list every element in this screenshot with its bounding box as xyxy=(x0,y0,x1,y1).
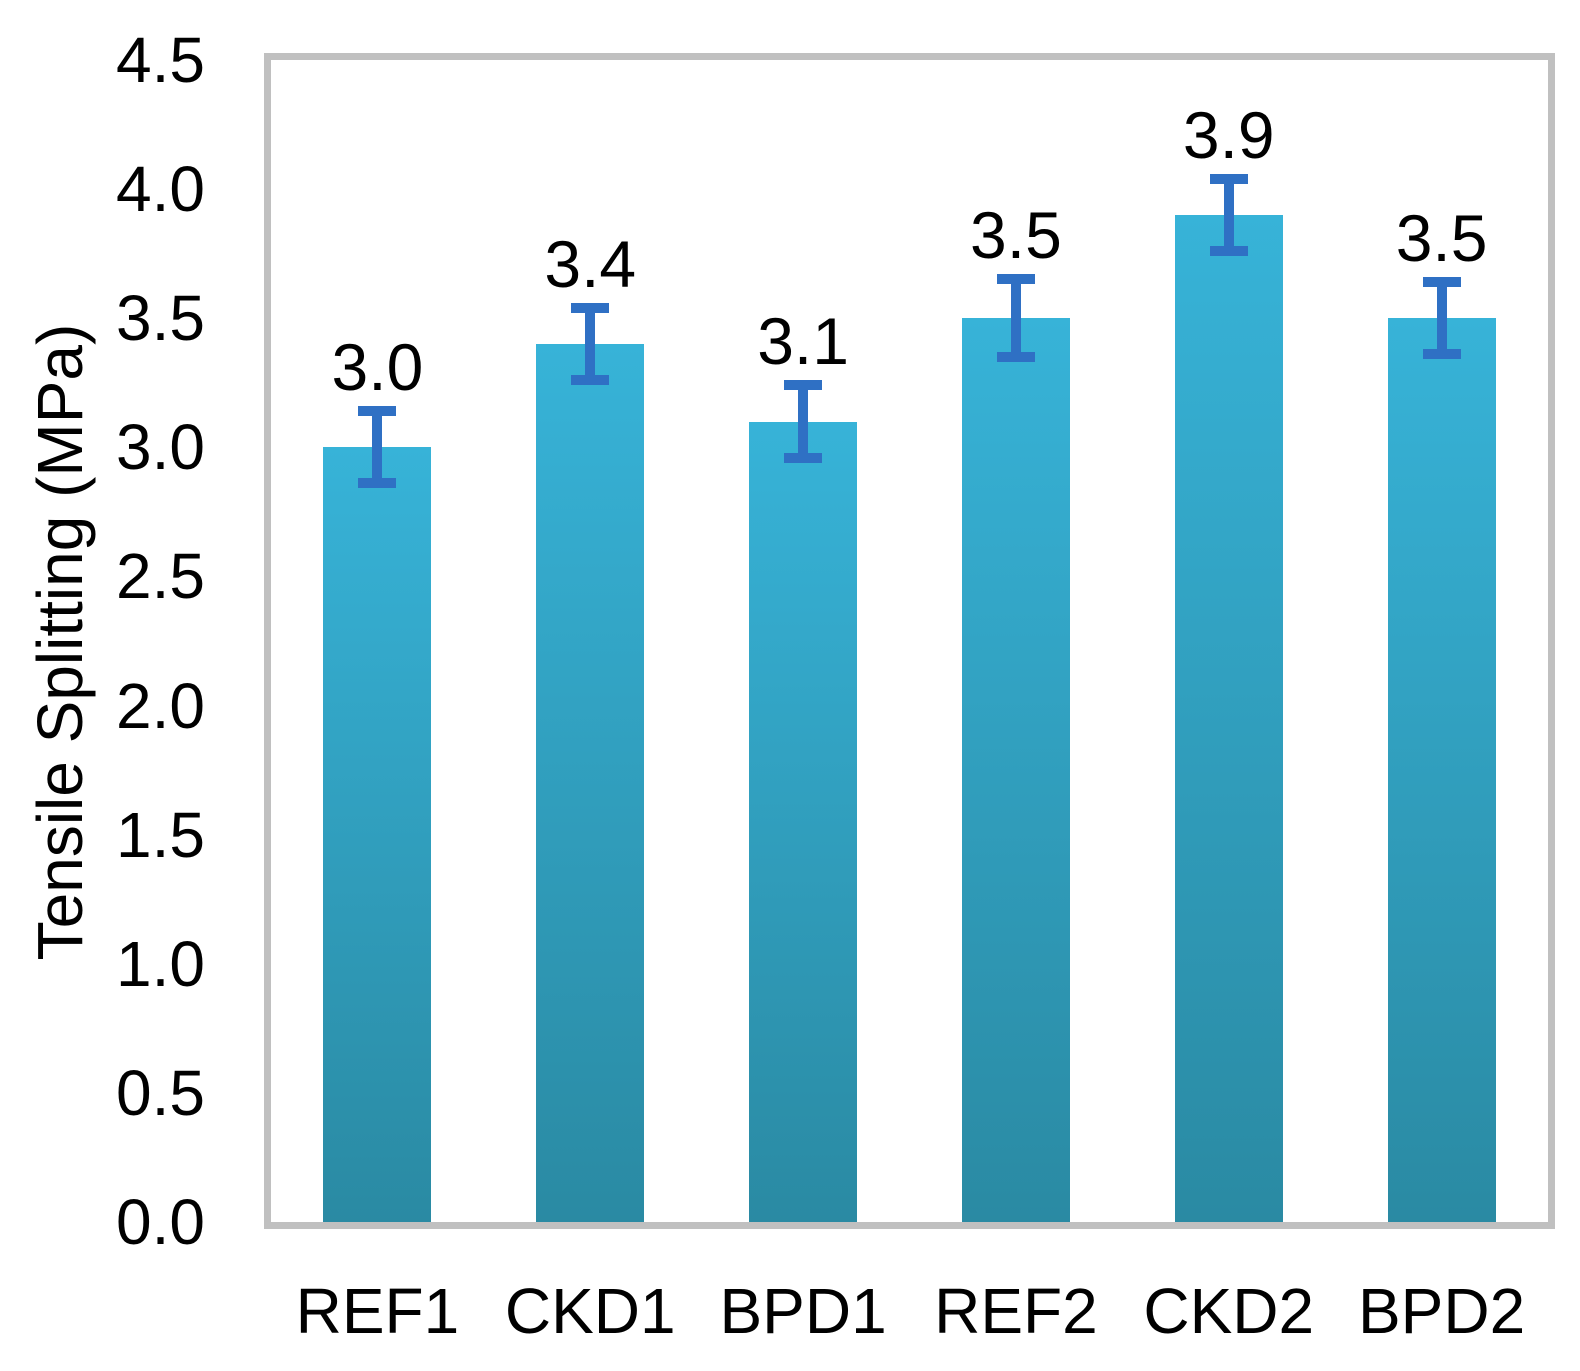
bar-BPD1 xyxy=(749,421,858,1222)
error-bar-bottom-cap-REF2 xyxy=(996,351,1035,362)
x-label-CKD1: CKD1 xyxy=(504,1275,676,1347)
error-bar-top-cap-CKD2 xyxy=(1209,173,1248,184)
error-bar-stem-REF1 xyxy=(372,411,383,484)
error-bar-stem-REF2 xyxy=(1010,279,1021,357)
bar-CKD2 xyxy=(1174,214,1283,1222)
data-label-REF1: 3.0 xyxy=(331,330,424,405)
x-label-REF2: REF2 xyxy=(934,1275,1098,1347)
plot-area: 3.0 3.4 3.1 3.5 3.9 3.5 xyxy=(271,60,1548,1222)
error-bar-top-cap-BPD2 xyxy=(1422,277,1461,288)
bar-REF2 xyxy=(961,318,1070,1222)
error-bar-stem-BPD2 xyxy=(1436,282,1447,355)
error-bar-top-cap-BPD1 xyxy=(784,380,823,391)
data-label-REF2: 3.5 xyxy=(970,198,1062,273)
error-bar-bottom-cap-REF1 xyxy=(358,478,397,489)
y-tick-4.0: 4.0 xyxy=(116,153,205,226)
bar-REF1 xyxy=(323,447,432,1222)
y-tick-3.0: 3.0 xyxy=(116,411,205,484)
data-label-CKD1: 3.4 xyxy=(544,226,637,301)
x-label-CKD2: CKD2 xyxy=(1143,1275,1315,1347)
y-tick-1.0: 1.0 xyxy=(116,927,205,1000)
bar-BPD2 xyxy=(1387,318,1496,1222)
x-label-REF1: REF1 xyxy=(295,1275,460,1347)
error-bar-top-cap-REF2 xyxy=(996,274,1035,285)
error-bar-bottom-cap-CKD2 xyxy=(1209,246,1248,257)
data-label-CKD2: 3.9 xyxy=(1182,97,1275,172)
y-tick-3.5: 3.5 xyxy=(116,282,205,355)
data-label-BPD2: 3.5 xyxy=(1395,201,1488,276)
error-bar-stem-BPD1 xyxy=(798,385,809,458)
y-tick-2.5: 2.5 xyxy=(116,540,205,613)
error-bar-top-cap-CKD1 xyxy=(571,302,610,313)
x-label-BPD1: BPD1 xyxy=(719,1275,887,1347)
y-tick-4.5: 4.5 xyxy=(116,24,205,96)
y-tick-1.5: 1.5 xyxy=(116,798,205,871)
bar-CKD1 xyxy=(536,344,645,1222)
y-tick-0.5: 0.5 xyxy=(116,1056,205,1129)
error-bar-bottom-cap-CKD1 xyxy=(571,375,610,386)
y-tick-0.0: 0.0 xyxy=(116,1186,205,1258)
data-label-BPD1: 3.1 xyxy=(757,304,849,379)
error-bar-bottom-cap-BPD1 xyxy=(784,452,823,463)
plot-area-border xyxy=(264,53,1555,1229)
y-tick-2.0: 2.0 xyxy=(116,669,205,742)
error-bar-stem-CKD2 xyxy=(1223,178,1234,252)
error-bar-stem-CKD1 xyxy=(585,307,596,381)
x-label-BPD2: BPD2 xyxy=(1357,1275,1526,1347)
error-bar-top-cap-REF1 xyxy=(358,406,397,417)
error-bar-bottom-cap-BPD2 xyxy=(1422,349,1461,360)
